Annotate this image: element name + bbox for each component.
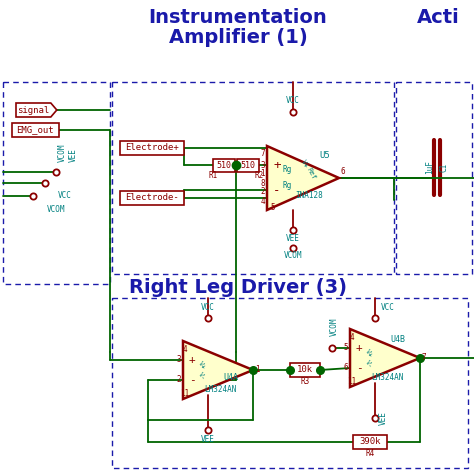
Text: -: - [356, 363, 363, 373]
Text: 7: 7 [422, 354, 427, 363]
Bar [353, 435, 387, 449]
Text: V+: V+ [197, 360, 207, 370]
Text: VCOM: VCOM [284, 252, 302, 261]
Text: INA128: INA128 [295, 191, 323, 201]
Text: Ref: Ref [305, 167, 317, 181]
Text: U4A: U4A [223, 374, 238, 383]
Text: EMG_out: EMG_out [17, 126, 54, 135]
Text: V-: V- [197, 371, 207, 381]
Text: C1: C1 [439, 163, 448, 172]
Text: 7: 7 [260, 149, 265, 158]
Text: VEE: VEE [69, 148, 78, 162]
Bar [237, 158, 259, 172]
Text: VEE: VEE [201, 436, 215, 445]
Text: +: + [273, 158, 281, 172]
Polygon shape [183, 341, 253, 399]
Text: +: + [189, 355, 195, 365]
Polygon shape [267, 146, 339, 210]
Text: V-: V- [364, 359, 374, 369]
Text: Right Leg Driver (3): Right Leg Driver (3) [129, 278, 347, 297]
Bar [12, 123, 59, 137]
Text: 10k: 10k [297, 365, 313, 374]
Text: 5: 5 [343, 344, 348, 353]
Bar [112, 298, 468, 468]
Polygon shape [16, 103, 57, 117]
Text: 2: 2 [260, 186, 265, 195]
Text: U4B: U4B [390, 336, 405, 345]
Text: VCOM: VCOM [57, 144, 66, 162]
Text: Instrumentation
Amplifier (1): Instrumentation Amplifier (1) [149, 8, 328, 47]
Bar [290, 363, 320, 377]
Bar [120, 141, 184, 155]
Bar [213, 158, 235, 172]
Text: V+: V+ [301, 159, 310, 169]
Text: 11: 11 [347, 377, 356, 386]
Text: 390k: 390k [359, 438, 381, 447]
Text: U5: U5 [319, 152, 330, 161]
Text: Rg: Rg [283, 182, 292, 191]
Text: LM324AN: LM324AN [204, 385, 236, 394]
Text: Rg: Rg [283, 165, 292, 174]
Text: R3: R3 [301, 377, 310, 386]
Text: VEE: VEE [379, 411, 388, 425]
Text: 11: 11 [181, 390, 190, 399]
Bar [3, 82, 110, 284]
Text: VEE: VEE [286, 234, 300, 243]
Text: -: - [273, 184, 281, 198]
Bar [120, 191, 184, 205]
Text: 4: 4 [182, 346, 187, 355]
Text: 510: 510 [217, 161, 231, 170]
Bar [396, 82, 472, 274]
Bar [112, 82, 394, 274]
Text: VCC: VCC [381, 303, 395, 312]
Text: 4: 4 [350, 334, 354, 343]
Text: Acti: Acti [417, 8, 459, 27]
Text: 6: 6 [341, 167, 346, 176]
Text: VCC: VCC [58, 191, 72, 201]
Text: 5: 5 [271, 203, 275, 212]
Text: LM324AN: LM324AN [371, 374, 403, 383]
Text: 6: 6 [343, 364, 348, 373]
Text: signal: signal [17, 106, 49, 115]
Polygon shape [350, 329, 420, 387]
Text: 510: 510 [240, 161, 255, 170]
Text: 4: 4 [260, 198, 265, 207]
Text: 1: 1 [260, 168, 265, 177]
Text: V+: V+ [364, 348, 374, 358]
Text: VCC: VCC [201, 303, 215, 312]
Text: VCOM: VCOM [329, 318, 338, 336]
Text: -: - [189, 375, 195, 385]
Text: Electrode-: Electrode- [125, 193, 179, 202]
Text: R1: R1 [209, 171, 218, 180]
Text: 1: 1 [255, 365, 260, 374]
Text: VCC: VCC [286, 95, 300, 104]
Text: VCOM: VCOM [47, 206, 65, 215]
Text: 3: 3 [176, 356, 181, 365]
Text: 3: 3 [260, 161, 265, 170]
Text: +: + [356, 343, 363, 353]
Text: R4: R4 [365, 449, 374, 458]
Text: R2: R2 [255, 171, 264, 180]
Text: 2: 2 [176, 375, 181, 384]
Text: 1uF: 1uF [426, 161, 435, 174]
Text: Electrode+: Electrode+ [125, 144, 179, 153]
Text: 8: 8 [260, 179, 265, 188]
